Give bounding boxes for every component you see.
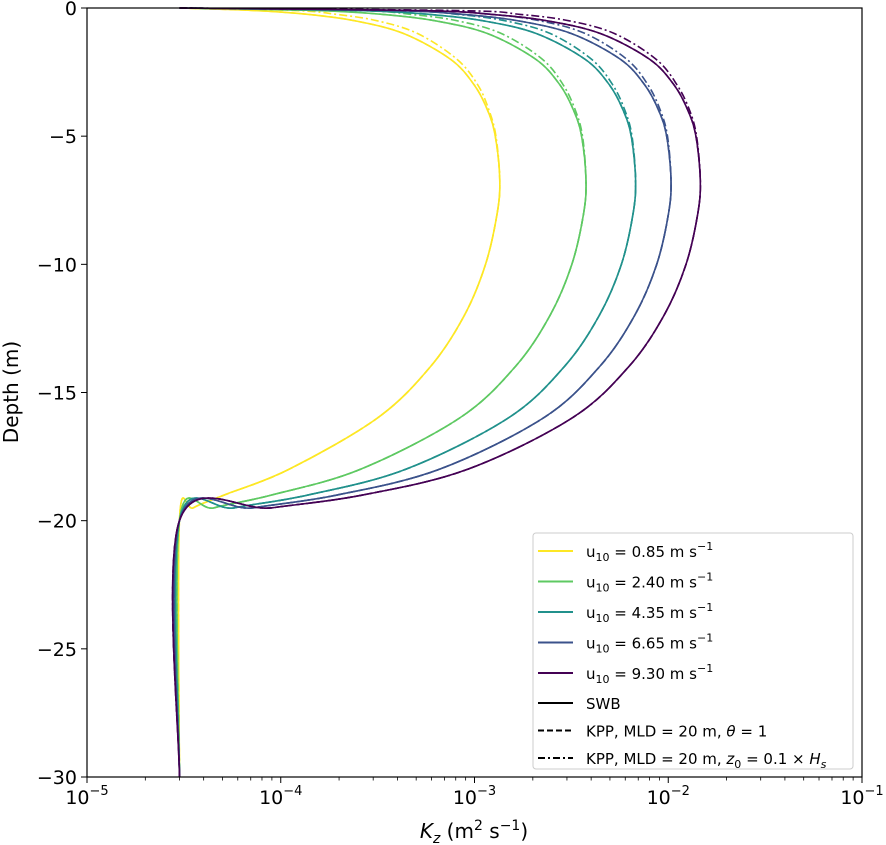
curve-series-1-solid	[176, 7, 587, 778]
x-axis: 10−5 10−4 10−3 10−2 10−1	[65, 777, 884, 809]
y-tick-label: 0	[65, 0, 77, 20]
legend-label: u10 = 2.40 m s−1	[586, 571, 713, 595]
y-tick-label: −10	[37, 254, 77, 276]
legend-label: KPP, MLD = 20 m, z0 = 0.1 × Hs	[586, 750, 827, 771]
legend-label: SWB	[586, 695, 621, 713]
curve-series-3-dashdot	[173, 7, 672, 778]
curves	[171, 7, 702, 778]
y-axis-label: Depth (m)	[0, 341, 23, 443]
legend-label: u10 = 0.85 m s−1	[586, 540, 713, 564]
y-tick-label: −5	[49, 126, 77, 148]
curve-series-0-dashdot	[177, 7, 501, 778]
x-tick-label: 10−3	[453, 784, 496, 809]
x-tick-label: 10−5	[65, 784, 108, 809]
y-tick-label: −25	[37, 639, 77, 661]
y-axis: 0 −5 −10 −15 −20 −25 −30	[37, 0, 87, 789]
legend: u10 = 0.85 m s−1 u10 = 2.40 m s−1 u10 = 4.…	[532, 532, 854, 771]
curve-series-2-dashdot	[174, 7, 637, 778]
legend-label: u10 = 6.65 m s−1	[586, 632, 713, 656]
y-tick-label: −20	[37, 511, 77, 533]
curve-series-1-dashed	[176, 7, 587, 778]
x-tick-label: 10−2	[647, 784, 690, 809]
legend-box	[532, 532, 854, 770]
curve-series-2-dashed	[174, 7, 637, 778]
x-tick-label: 10−4	[259, 784, 302, 809]
legend-label: u10 = 4.35 m s−1	[586, 601, 713, 625]
x-axis-label: Kz (m2 s−1)	[420, 818, 528, 845]
curve-series-4-dashdot	[171, 7, 702, 778]
curve-series-1-dashdot	[176, 7, 587, 778]
legend-label: KPP, MLD = 20 m, θ = 1	[586, 723, 767, 741]
curve-series-0-solid	[177, 7, 501, 778]
y-tick-label: −15	[37, 383, 77, 405]
curve-series-0-dashed	[177, 7, 501, 778]
x-tick-label: 10−1	[840, 784, 883, 809]
legend-label: u10 = 9.30 m s−1	[586, 662, 713, 686]
y-tick-label: −30	[37, 767, 77, 789]
